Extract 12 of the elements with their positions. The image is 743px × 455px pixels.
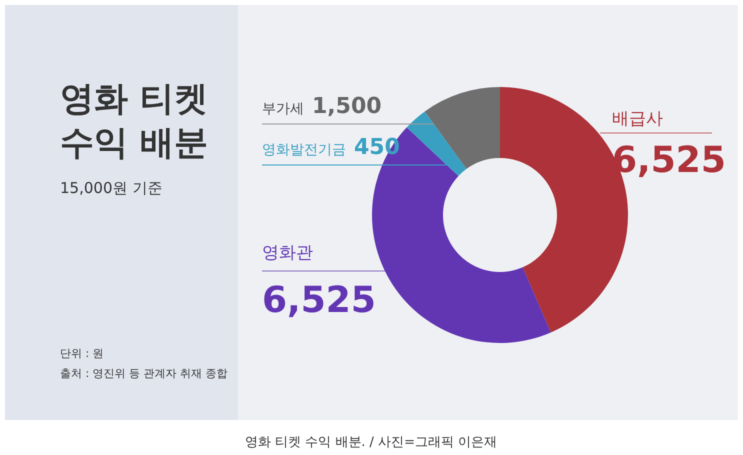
data-label: 1,500 [312,94,382,119]
slice-label: 영화발전기금 [262,142,346,158]
text: 영화 티켓 수익 배분. / 사진=그래픽 이은재 [244,435,498,450]
data-label: 6,525 [612,140,726,181]
slice-label: 배급사 [612,109,663,129]
source-note: 출처 : 영진위 등 관계자 취재 종합 [60,367,228,380]
text: 15,000원 기준 [60,179,162,197]
slice-label: 부가세 [262,101,304,117]
text: 단위 : 원 [60,347,104,360]
data-label: 6,525 [262,280,376,321]
chart-title: 영화 티켓 수익 배분 [60,79,208,163]
slice-label: 영화관 [262,243,313,263]
